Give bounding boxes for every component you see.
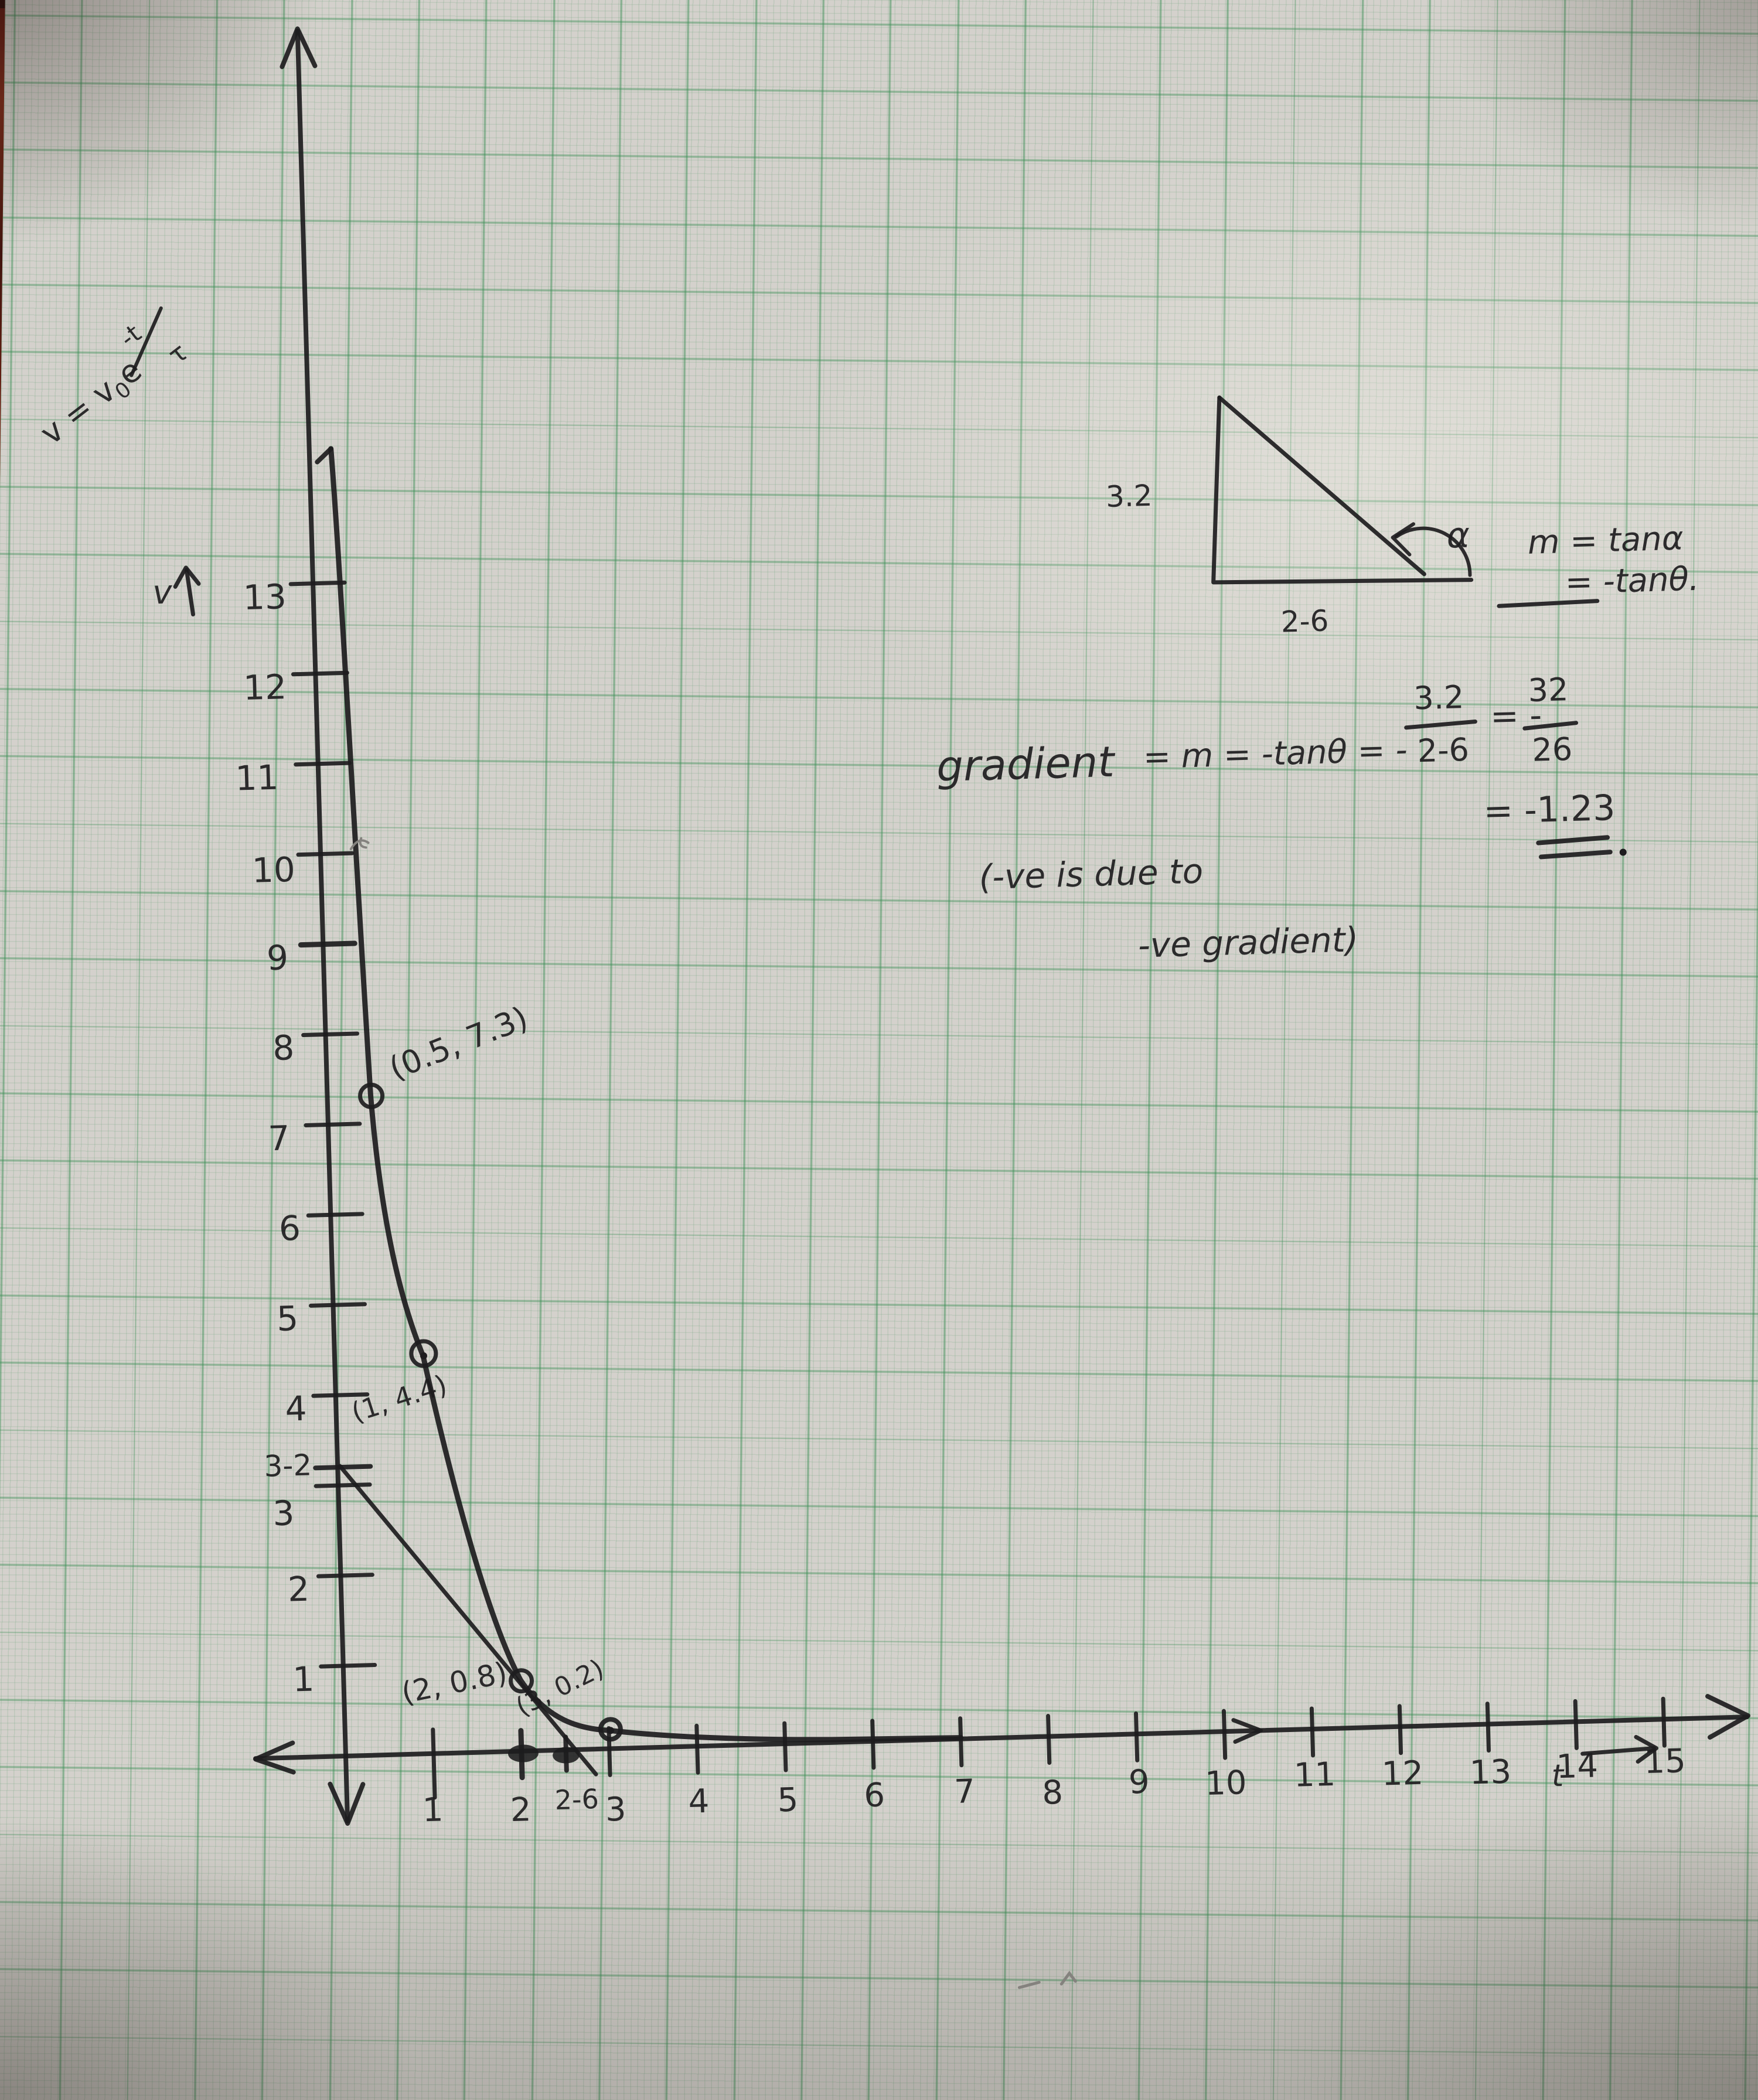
result-underline-2 — [1538, 850, 1613, 860]
working-note-open: (-ve is due to — [979, 851, 1204, 898]
t-tick-label-2-6: 2-6 — [554, 1783, 599, 1816]
v-tick-label: 5 — [276, 1298, 299, 1339]
formula-fraction-slash — [130, 306, 163, 377]
triangle-note-1: m = tanα — [1527, 519, 1684, 561]
v-tick-label: 4 — [285, 1389, 308, 1429]
triangle-run-label: 2-6 — [1280, 604, 1329, 639]
slope-triangle: 3.2 2-6 α m = tanα = -tanθ. — [1105, 395, 1699, 639]
angle-arc — [1394, 526, 1472, 577]
fraction2-bar — [1522, 721, 1579, 731]
v-axis-arrow-down-icon — [328, 1781, 366, 1826]
working-eq1: = m = -tanθ = - — [1143, 731, 1408, 777]
t-tick-label: 8 — [1042, 1774, 1064, 1812]
point-label-p1: (0.5, 7.3) — [384, 999, 533, 1087]
v-tick-label: 8 — [272, 1028, 295, 1068]
triangle-note-2: = -tanθ. — [1565, 560, 1699, 602]
working-result: = -1.23 — [1483, 788, 1616, 832]
data-point-circle-p1 — [358, 1082, 385, 1109]
t-axis-arrow-right-icon — [1705, 1694, 1751, 1740]
t-axis-mid-arrow-icon — [1231, 1718, 1263, 1744]
t-axis-ticks — [431, 1696, 1667, 1800]
ink-blob — [508, 1744, 539, 1762]
v-tick-label: 11 — [235, 758, 280, 799]
ink-blob — [553, 1747, 580, 1764]
data-point-dot — [607, 1727, 614, 1734]
pencil-marks — [349, 837, 1077, 1989]
chart-group: 13 12 11 10 9 8 7 6 5 4 3 2 1 3-2 — [33, 26, 1751, 1989]
fraction1-numerator: 3.2 — [1413, 679, 1464, 717]
v-tick-label-3-2: 3-2 — [264, 1448, 312, 1483]
gradient-working: gradient = m = -tanθ = - 3.2 2-6 = - 32 … — [936, 671, 1627, 966]
t-axis-arrow-left-icon — [253, 1740, 296, 1775]
fraction1-bar — [1404, 719, 1477, 730]
t-axis — [253, 1714, 1750, 1761]
v-axis-title-arrow-icon — [173, 565, 201, 617]
data-point-dot — [420, 1352, 427, 1360]
point-label-p4: (3, 0.2) — [511, 1654, 608, 1722]
t-tick-label: 12 — [1381, 1754, 1424, 1794]
t-axis-title-arrow-icon — [1580, 1735, 1658, 1764]
t-tick-label: 10 — [1204, 1764, 1247, 1803]
working-eq2: = - — [1490, 695, 1542, 736]
t-tick-label: 4 — [688, 1782, 710, 1821]
t-tick-label: 6 — [864, 1776, 885, 1815]
v-axis-ticks — [288, 580, 377, 1669]
v-tick-label: 7 — [268, 1118, 291, 1158]
v-tick-label: 6 — [278, 1208, 301, 1249]
t-tick-label: 5 — [777, 1781, 799, 1819]
point-label-p3: (2, 0.8) — [398, 1656, 510, 1710]
t-tick-label: 11 — [1293, 1755, 1336, 1795]
v-axis — [295, 29, 350, 1823]
triangle-hypotenuse — [1217, 395, 1426, 577]
formula-lhs: v = v — [33, 371, 122, 452]
v-tick-label: 3 — [272, 1493, 295, 1533]
decay-curve — [328, 446, 964, 1743]
fraction2-numerator: 32 — [1528, 671, 1569, 709]
angle-arc-arrow-icon — [1391, 522, 1415, 557]
triangle-rise-label: 3.2 — [1105, 479, 1153, 514]
working-note-close: -ve gradient) — [1137, 919, 1359, 965]
v-tick-label: 2 — [287, 1569, 310, 1610]
data-point-circle-p3 — [509, 1668, 534, 1694]
data-point-circle-p2 — [409, 1339, 438, 1368]
angle-label: α — [1446, 515, 1471, 557]
t-tick-label: 9 — [1128, 1763, 1150, 1802]
tangent-line — [338, 1464, 598, 1777]
working-word-gradient: gradient — [936, 737, 1116, 792]
v-tick-label: 13 — [243, 577, 287, 618]
v-tick-label: 12 — [243, 667, 287, 708]
t-tick-label: 7 — [953, 1772, 975, 1811]
result-underline-1 — [1536, 835, 1610, 846]
fraction1-denominator: 2-6 — [1417, 731, 1470, 769]
t-tick-label: 1 — [422, 1791, 444, 1829]
v-axis-arrow-up-icon — [280, 26, 318, 69]
data-point-circle-p4 — [598, 1717, 623, 1742]
t-axis-title: t — [1551, 1758, 1565, 1794]
triangle-note-underline — [1497, 599, 1600, 608]
t-tick-label: 2 — [510, 1791, 532, 1829]
title-formula: v = v0e -t τ — [33, 306, 193, 452]
t-tick-label: 3 — [605, 1791, 626, 1829]
result-period-dot — [1619, 848, 1627, 856]
formula-exponent-denominator: τ — [163, 338, 193, 371]
v-tick-label: 10 — [251, 850, 296, 891]
fraction2-denominator: 26 — [1532, 731, 1573, 769]
v-axis-title: v — [152, 573, 173, 612]
triangle-legs — [1211, 395, 1474, 585]
v-axis-tick-labels: 13 12 11 10 9 8 7 6 5 4 3 2 1 3-2 — [235, 577, 315, 1699]
v-tick-label: 9 — [266, 938, 289, 978]
t-axis-tick-labels: 1 2 3 4 5 6 7 8 9 10 11 12 13 14 15 2-6 — [422, 1742, 1687, 1829]
t-tick-label: 13 — [1469, 1753, 1512, 1792]
v-tick-label: 1 — [292, 1659, 315, 1699]
